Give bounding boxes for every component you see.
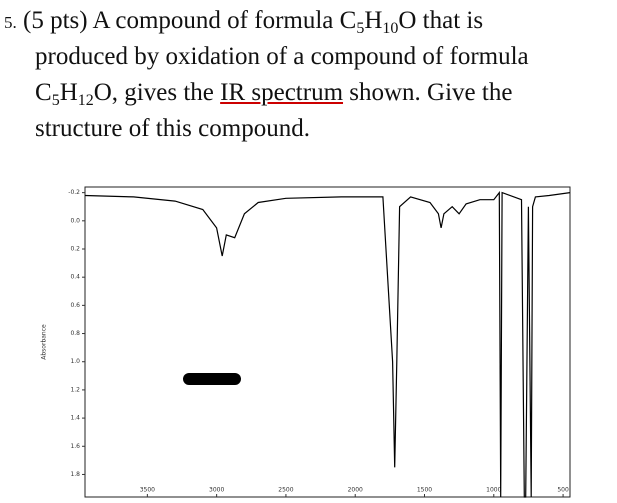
redaction (183, 373, 241, 385)
y-tick-label: 1.4 (70, 415, 80, 422)
text: H (364, 7, 383, 34)
text: produced by oxidation of a compound of f… (35, 43, 529, 70)
question-line: produced by oxidation of a compound of f… (35, 42, 529, 72)
y-tick-label: 0.6 (70, 302, 80, 309)
y-tick-label: 1.8 (70, 471, 80, 478)
x-tick-label: 2000 (348, 487, 363, 494)
text: H (59, 79, 78, 106)
subscript: 12 (77, 92, 94, 109)
question-line: 5. (5 pts) A compound of formula C5H10O … (4, 6, 483, 38)
question-line: structure of this compound. (35, 114, 310, 144)
text: C (35, 79, 52, 106)
question-number: 5. (4, 13, 17, 32)
y-tick-label: 0.0 (70, 217, 80, 224)
x-tick-label: 3500 (140, 487, 155, 494)
y-tick-label: 1.6 (70, 443, 80, 450)
plot-frame (84, 186, 571, 498)
question-line: C5H12O, gives the IR spectrum shown. Giv… (35, 78, 513, 109)
y-tick-label: -0.2 (68, 189, 80, 196)
subscript: 5 (51, 92, 60, 109)
link-text: IR spectrum (220, 79, 344, 106)
text: O that is (398, 7, 484, 34)
spectrum-line (84, 190, 571, 498)
y-tick-label: 0.2 (70, 246, 80, 253)
y-axis-label: Absorbance (41, 324, 48, 360)
x-tick-label: 500 (557, 487, 569, 494)
y-tick-label: 1.2 (70, 386, 80, 393)
x-tick-label: 1500 (417, 487, 432, 494)
subscript: 5 (356, 20, 365, 37)
y-tick-label: 1.0 (70, 358, 80, 365)
y-tick-label: 0.8 (70, 330, 80, 337)
x-tick-label: 3000 (209, 487, 224, 494)
subscript: 10 (382, 20, 399, 37)
text: shown. Give the (343, 79, 513, 106)
x-tick-label: 2500 (278, 487, 293, 494)
y-tick-label: 0.4 (70, 274, 80, 281)
text: structure of this compound. (35, 115, 310, 142)
x-tick-label: 1000 (486, 487, 501, 494)
text: O, gives the (93, 79, 221, 106)
text: (5 pts) A compound of formula C (23, 7, 357, 34)
